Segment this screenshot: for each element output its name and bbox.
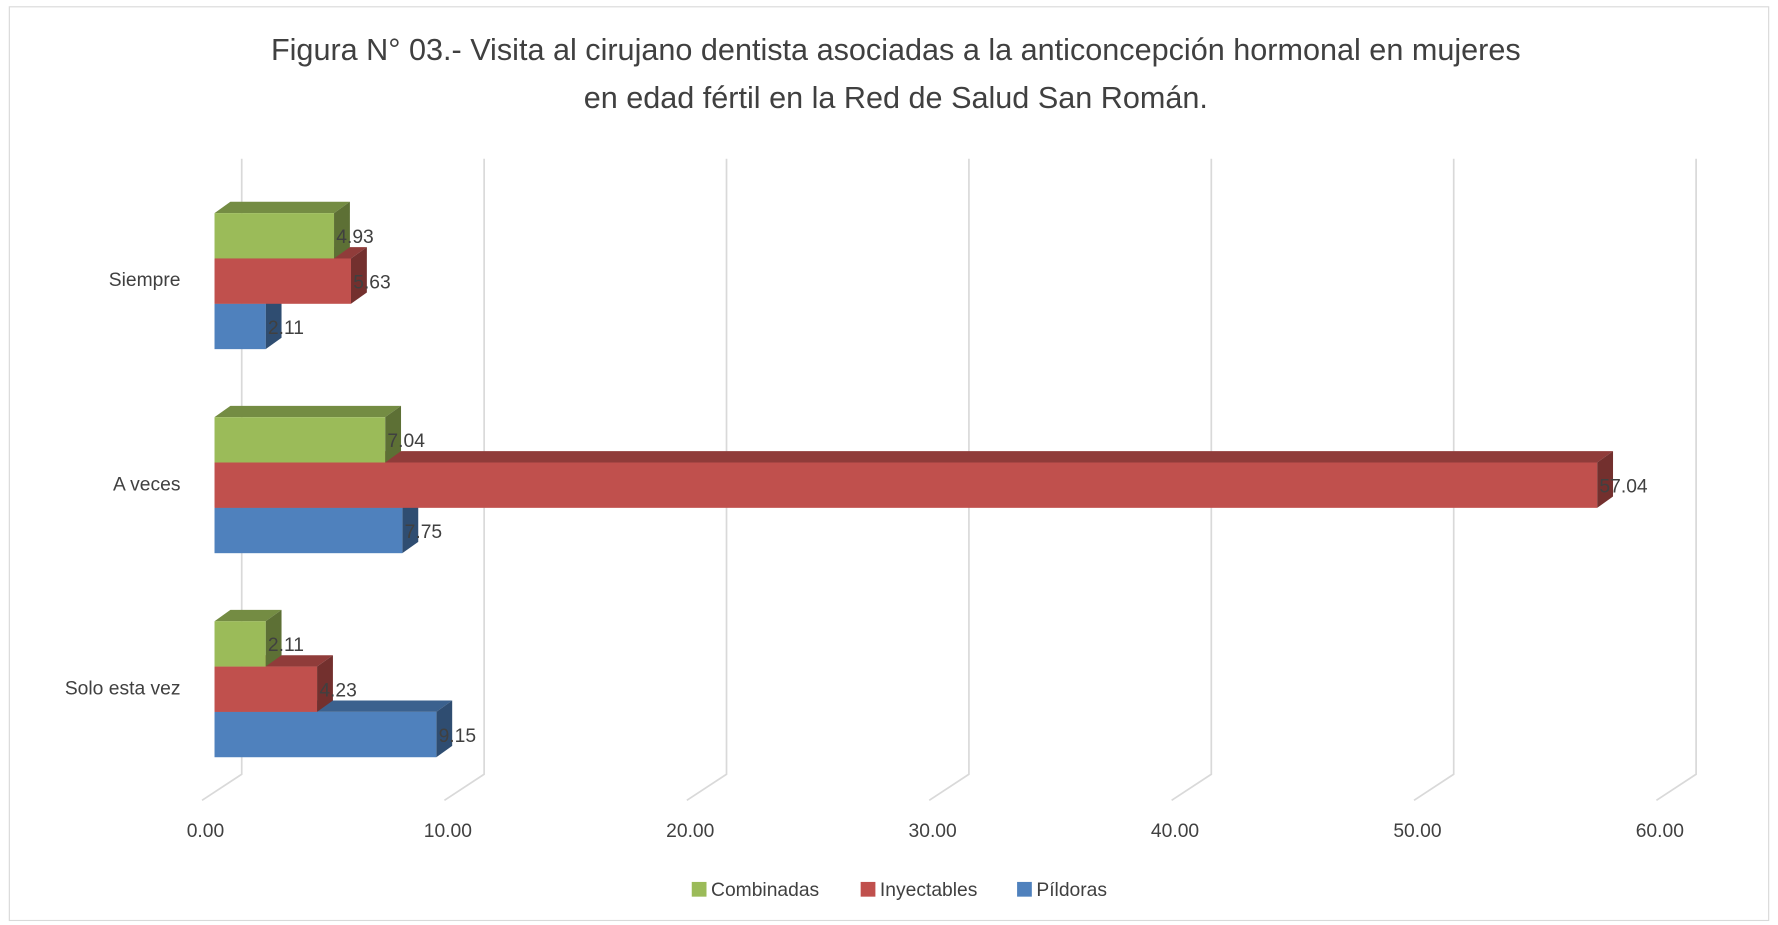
bar-face (1597, 451, 1614, 508)
y-tick-label: Siempre (109, 270, 181, 291)
grid-line (1655, 158, 1697, 802)
bar-face (265, 609, 282, 667)
legend-swatch (860, 881, 876, 897)
bar-face (214, 303, 266, 350)
data-label: 9.15 (439, 726, 477, 747)
data-label: 2.11 (268, 635, 304, 656)
bar-face (214, 711, 437, 758)
grid-line (1413, 158, 1455, 802)
bar-face (214, 417, 386, 463)
grid-line (201, 158, 243, 802)
bar-face (436, 700, 453, 758)
x-tick-label: 0.00 (187, 821, 225, 842)
grid-line (686, 158, 728, 802)
data-label: 5.63 (353, 272, 391, 293)
grid-line (1171, 158, 1213, 802)
chart-title: Figura N° 03.- Visita al cirujano dentis… (271, 33, 1521, 67)
y-tick-label: A veces (113, 474, 180, 495)
bar-face (214, 507, 403, 554)
grid-line (928, 158, 970, 802)
bar-face (214, 258, 351, 304)
bar-face (214, 666, 318, 712)
bar-face (402, 496, 419, 554)
bar-face (214, 405, 402, 418)
data-label: 2.11 (268, 318, 304, 339)
bar-face (214, 213, 335, 259)
bar-face (214, 462, 1598, 508)
bar-face (214, 451, 1614, 463)
bar-face (214, 621, 266, 667)
bar (214, 609, 282, 667)
x-tick-label: 60.00 (1636, 821, 1684, 842)
bar (214, 655, 333, 712)
bar (214, 451, 1614, 508)
bar-face (317, 655, 333, 712)
legend-label: Combinadas (711, 880, 819, 901)
x-tick-label: 40.00 (1151, 821, 1199, 842)
legend-swatch (1017, 881, 1032, 897)
bar (214, 405, 402, 463)
bar (214, 201, 350, 259)
y-tick-label: Solo esta vez (65, 678, 181, 699)
x-tick-label: 10.00 (424, 821, 472, 842)
x-tick-label: 20.00 (666, 821, 714, 842)
bar-face (214, 609, 282, 622)
x-tick-label: 50.00 (1393, 821, 1441, 842)
legend-swatch (691, 881, 707, 897)
data-label: 57.04 (1599, 477, 1647, 498)
bar-face (385, 405, 402, 463)
data-label: 7.04 (387, 431, 425, 452)
legend-label: Inyectables (880, 880, 977, 901)
chart-title: en edad fértil en la Red de Salud San Ro… (584, 81, 1208, 115)
data-label: 4.23 (319, 681, 357, 702)
bar-face (214, 201, 350, 214)
x-tick-label: 30.00 (909, 821, 957, 842)
grid-line (443, 158, 485, 802)
bar-face (334, 201, 350, 259)
bar-face (350, 247, 367, 304)
data-label: 4.93 (336, 227, 374, 248)
bar-face (265, 292, 282, 350)
data-label: 7.75 (405, 522, 443, 543)
legend-label: Píldoras (1036, 880, 1107, 901)
